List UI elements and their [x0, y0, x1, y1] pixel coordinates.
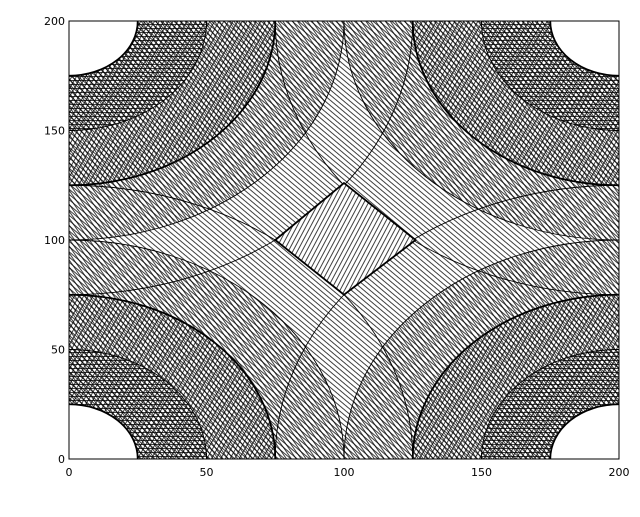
- x-tick-label-200: 200: [609, 466, 630, 479]
- y-tick-label-200: 200: [44, 15, 65, 28]
- y-tick-label-50: 50: [51, 344, 65, 357]
- y-tick-label-0: 0: [58, 453, 65, 466]
- x-tick-label-150: 150: [471, 466, 492, 479]
- y-tick-label-150: 150: [44, 125, 65, 138]
- x-tick-label-100: 100: [334, 466, 355, 479]
- x-tick-label-50: 50: [200, 466, 214, 479]
- x-tick-label-0: 0: [66, 466, 73, 479]
- y-tick-label-100: 100: [44, 234, 65, 247]
